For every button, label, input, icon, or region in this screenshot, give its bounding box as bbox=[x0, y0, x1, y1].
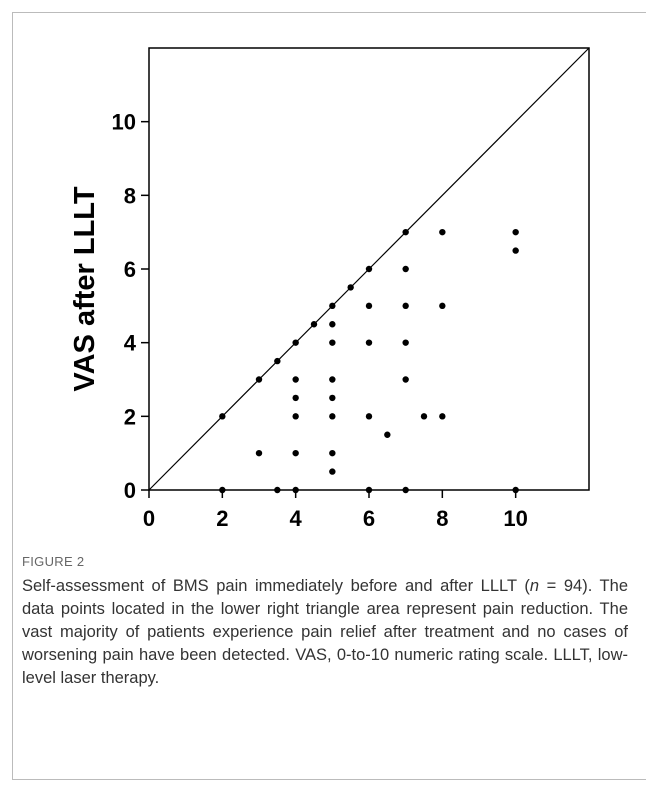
point bbox=[292, 486, 299, 494]
point bbox=[384, 431, 391, 438]
point bbox=[310, 321, 318, 328]
figure-frame bbox=[12, 12, 646, 780]
point bbox=[329, 376, 336, 383]
point bbox=[274, 357, 281, 365]
point bbox=[512, 228, 519, 236]
x-tick-label: 0 bbox=[143, 506, 155, 531]
y-tick-label: 6 bbox=[124, 257, 136, 282]
point bbox=[365, 339, 373, 346]
point bbox=[365, 265, 373, 273]
x-tick-label: 10 bbox=[503, 506, 527, 531]
caption: Self-assessment of BMS pain immediately … bbox=[22, 575, 628, 690]
point bbox=[365, 302, 373, 310]
point bbox=[402, 486, 409, 494]
caption-text: Self-assessment of BMS pain immediately … bbox=[22, 577, 530, 595]
point bbox=[439, 302, 446, 310]
point bbox=[219, 413, 226, 420]
point bbox=[219, 486, 226, 494]
point bbox=[329, 468, 336, 475]
point bbox=[292, 339, 299, 346]
point bbox=[292, 449, 299, 457]
y-axis-label: VAS after LLLT bbox=[69, 186, 101, 391]
point bbox=[329, 413, 336, 420]
point bbox=[292, 376, 299, 383]
point bbox=[365, 413, 373, 420]
point bbox=[439, 413, 446, 420]
caption-text: = 94). The data points located in the lo… bbox=[22, 577, 628, 687]
point bbox=[402, 265, 409, 273]
point bbox=[255, 376, 263, 383]
caption-italic: n bbox=[529, 577, 540, 595]
point bbox=[329, 394, 336, 402]
y-tick-label: 4 bbox=[124, 331, 137, 356]
y-tick-label: 2 bbox=[124, 404, 136, 429]
point bbox=[402, 339, 409, 346]
point bbox=[402, 302, 409, 310]
figure-label: FIGURE 2 bbox=[22, 554, 85, 569]
y-tick-label: 0 bbox=[124, 478, 136, 503]
point bbox=[274, 486, 281, 494]
x-tick-label: 8 bbox=[436, 506, 448, 531]
point bbox=[512, 486, 519, 494]
x-tick-label: 2 bbox=[216, 506, 228, 531]
point bbox=[329, 302, 336, 310]
point bbox=[292, 394, 299, 402]
point bbox=[329, 339, 336, 346]
y-tick-label: 10 bbox=[112, 110, 136, 135]
y-tick-label: 8 bbox=[124, 183, 136, 208]
point bbox=[255, 449, 263, 457]
point bbox=[512, 247, 519, 254]
x-tick-label: 6 bbox=[363, 506, 375, 531]
point bbox=[292, 413, 299, 420]
point bbox=[347, 284, 354, 291]
point bbox=[402, 376, 409, 383]
point bbox=[402, 228, 409, 236]
point bbox=[329, 321, 336, 328]
point bbox=[420, 413, 428, 420]
point bbox=[329, 449, 336, 457]
point bbox=[439, 228, 446, 236]
x-tick-label: 4 bbox=[290, 506, 303, 531]
point bbox=[365, 486, 373, 494]
